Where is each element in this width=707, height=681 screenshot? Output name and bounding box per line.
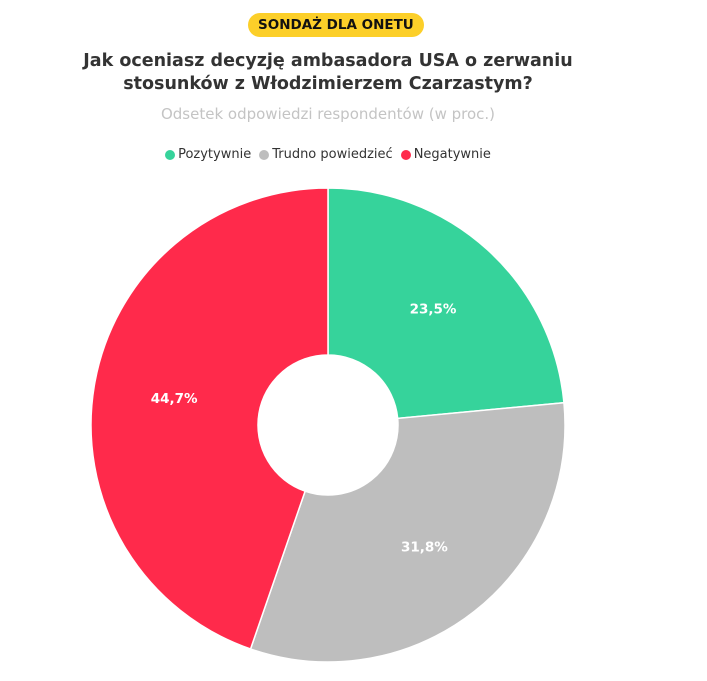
chart-subtitle: Odsetek odpowiedzi respondentów (w proc.… xyxy=(160,105,496,123)
legend-label: Negatywnie xyxy=(413,147,491,162)
legend-dot xyxy=(259,149,270,160)
legend-item-trudno-powiedziec[interactable]: Trudno powiedzieć xyxy=(259,147,393,162)
legend-dot xyxy=(165,149,176,160)
legend-item-negatywnie[interactable]: Negatywnie xyxy=(400,147,491,162)
slice-trudno-powiedzieć[interactable] xyxy=(249,401,566,663)
data-label: 44,7% xyxy=(151,391,198,407)
data-label: 23,5% xyxy=(410,302,457,318)
legend-label: Pozytywnie xyxy=(178,147,252,162)
legend-label: Trudno powiedzieć xyxy=(272,147,393,162)
data-label: 31,8% xyxy=(401,540,448,556)
legend: Pozytywnie Trudno powiedzieć Negatywnie xyxy=(0,147,656,162)
slice-pozytywnie[interactable] xyxy=(327,187,565,420)
poll-badge: SONDAŻ DLA ONETU xyxy=(248,13,424,37)
chart-title: Jak oceniasz decyzję ambasadora USA o ze… xyxy=(83,51,573,94)
legend-item-pozytywnie[interactable]: Pozytywnie xyxy=(165,147,251,162)
legend-dot xyxy=(400,149,411,160)
slice-negatywnie[interactable] xyxy=(90,187,329,650)
